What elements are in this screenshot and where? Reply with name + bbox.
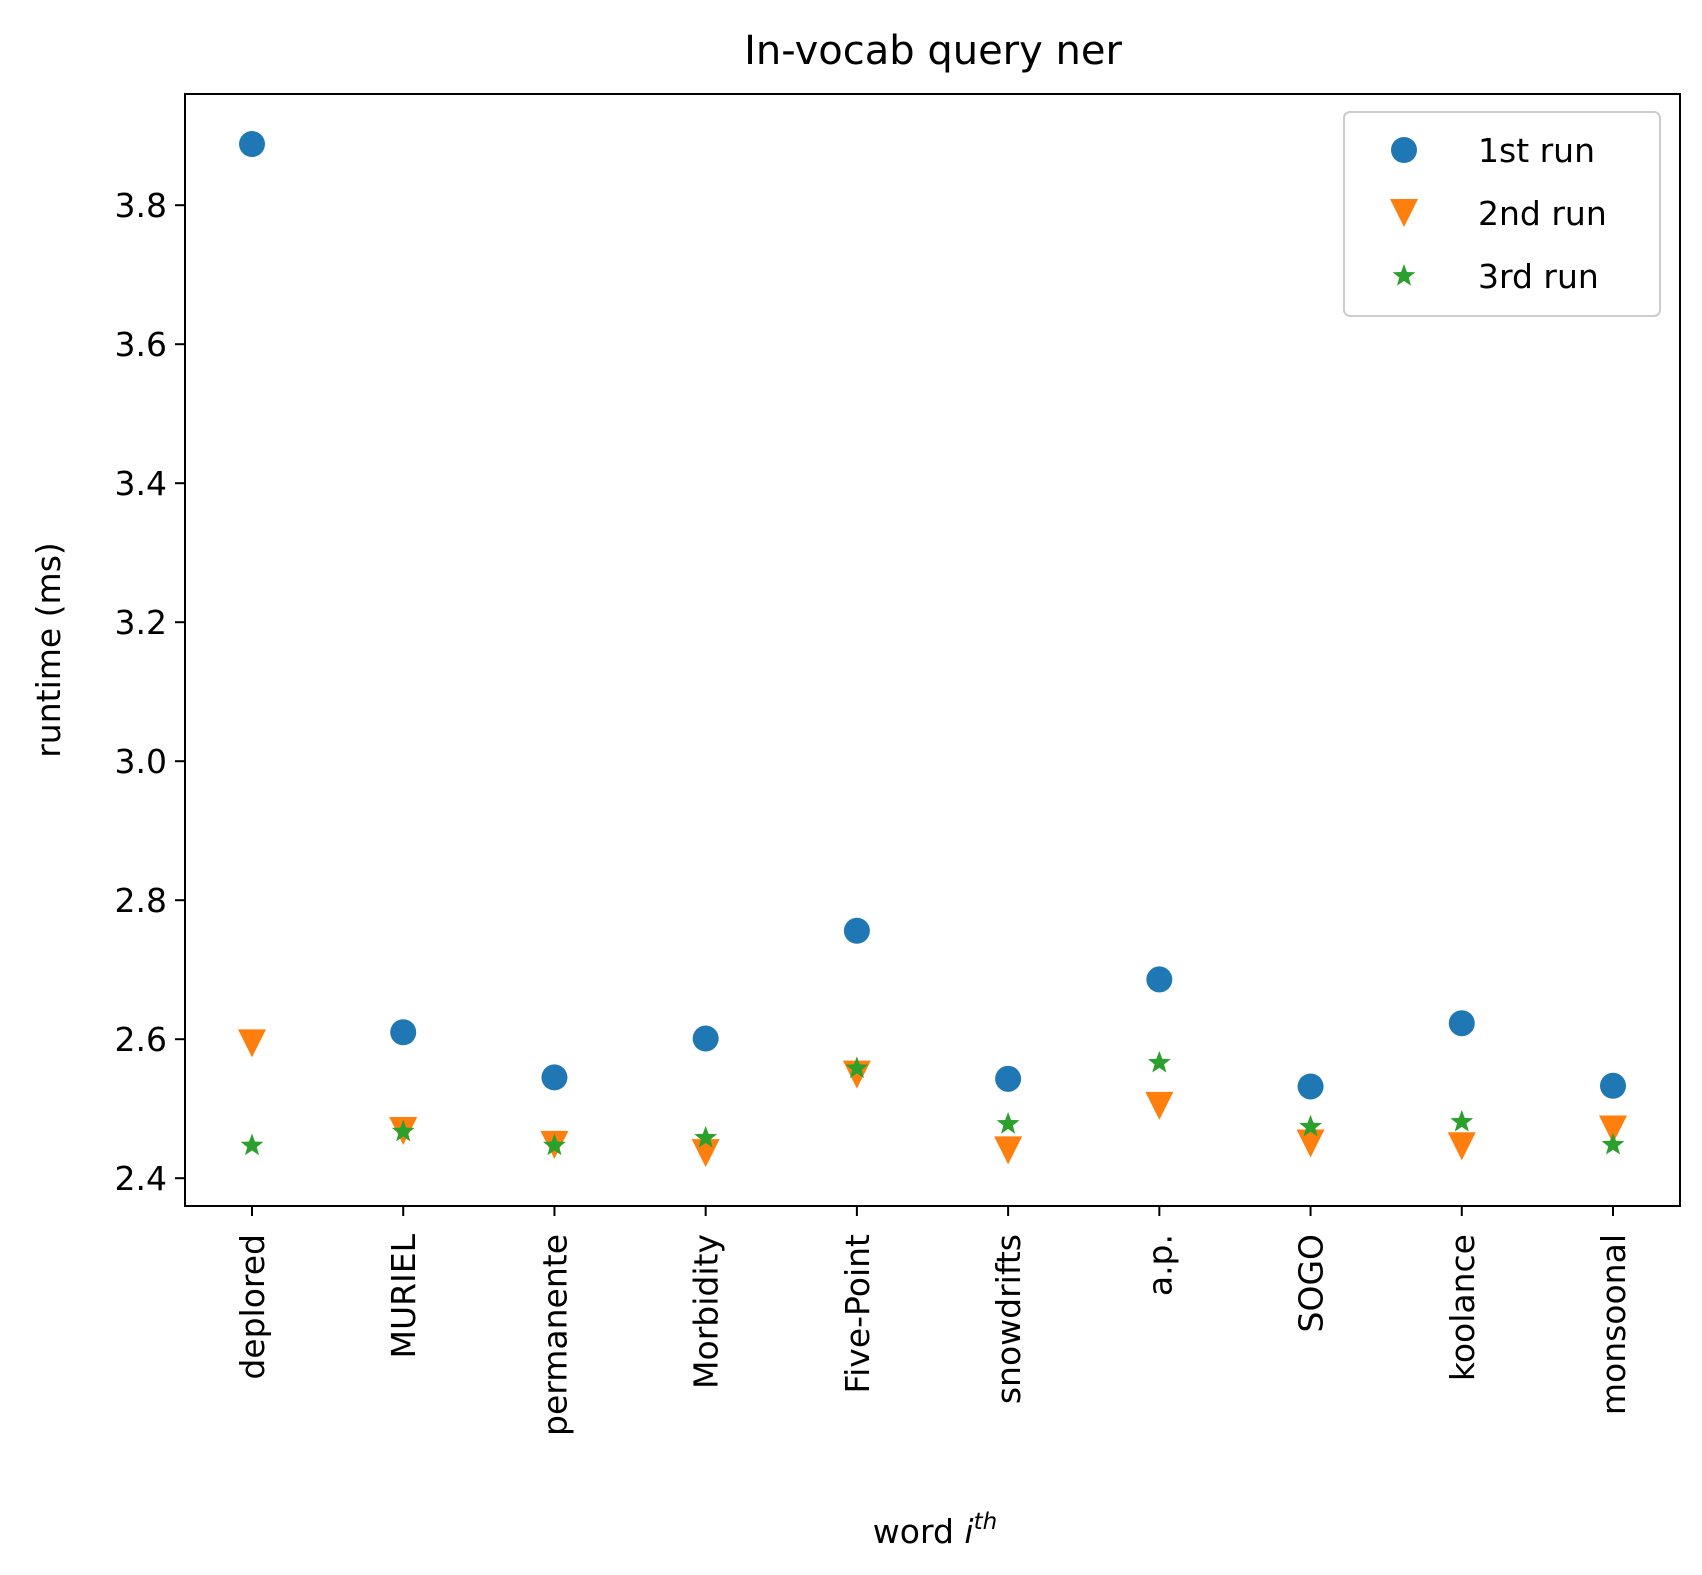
y-tick-label: 3.2 (115, 603, 167, 642)
data-point (1601, 1132, 1625, 1155)
series-1 (239, 131, 1626, 1100)
x-tick-label: koolance (1443, 1234, 1482, 1381)
x-axis-label: word ith (873, 1509, 997, 1551)
data-point (1299, 1114, 1322, 1137)
legend-label: 3rd run (1478, 257, 1599, 296)
y-tick-label: 3.0 (115, 742, 167, 781)
x-tick-label: deplored (233, 1234, 272, 1380)
data-point (996, 1111, 1020, 1134)
y-tick-label: 2.6 (115, 1020, 167, 1059)
data-point (543, 1133, 566, 1156)
legend-marker (1391, 137, 1417, 163)
x-tick-label: monsoonal (1594, 1234, 1633, 1415)
legend-label: 2nd run (1478, 194, 1607, 233)
x-tick-label: MURIEL (384, 1233, 423, 1358)
series-3 (240, 1050, 1625, 1156)
y-tick-label: 3.8 (115, 186, 167, 225)
y-tick-label: 3.4 (115, 464, 167, 503)
data-point (1296, 1129, 1325, 1158)
x-tick-label: snowdrifts (989, 1234, 1028, 1404)
x-axis-label-variable: i (964, 1512, 973, 1551)
data-point (995, 1065, 1022, 1092)
y-tick-label: 2.8 (115, 881, 167, 920)
data-point (845, 1056, 869, 1079)
data-point (1297, 1073, 1324, 1100)
data-point (1448, 1010, 1475, 1037)
x-tick-label: permanente (535, 1234, 574, 1436)
y-tick-label: 2.4 (115, 1159, 167, 1198)
y-axis-label: runtime (ms) (29, 542, 68, 758)
x-axis-label-superscript: th (974, 1509, 998, 1535)
data-point (1145, 1091, 1174, 1120)
data-point (691, 1139, 720, 1168)
data-point (240, 1133, 264, 1156)
legend-box (1343, 111, 1661, 317)
data-point (994, 1136, 1023, 1165)
data-point (541, 1064, 568, 1091)
x-tick-label: a.p. (1140, 1234, 1179, 1296)
plot-frame (184, 93, 1681, 1207)
y-axis: 2.4 2.6 2.8 3.0 3.2 3.4 3.6 3.8 (115, 186, 185, 1198)
data-point (1447, 1132, 1476, 1161)
chart-title: In-vocab query ner (744, 28, 1122, 74)
legend: 1st run 2nd run 3rd run (1343, 111, 1661, 317)
y-tick-label: 3.6 (115, 325, 167, 364)
legend-marker (1390, 199, 1418, 227)
data-point (390, 1019, 417, 1046)
legend-label: 1st run (1478, 131, 1595, 170)
legend-marker (1392, 264, 1416, 286)
data-point (391, 1119, 415, 1142)
data-point (843, 917, 870, 944)
data-point (1147, 1050, 1171, 1073)
data-point (1600, 1072, 1626, 1099)
data-point (694, 1125, 718, 1148)
data-point (1146, 966, 1173, 993)
x-axis: deplored MURIEL permanente Morbidity Five-Po… (233, 1206, 1633, 1436)
x-tick-label: Five-Point (838, 1234, 877, 1393)
x-tick-label: Morbidity (687, 1234, 726, 1389)
data-point (238, 1029, 266, 1058)
x-tick-label: SOGO (1292, 1234, 1331, 1332)
data-point (1599, 1115, 1627, 1144)
data-point (1450, 1109, 1474, 1132)
data-point (239, 131, 265, 158)
data-point (692, 1025, 719, 1052)
